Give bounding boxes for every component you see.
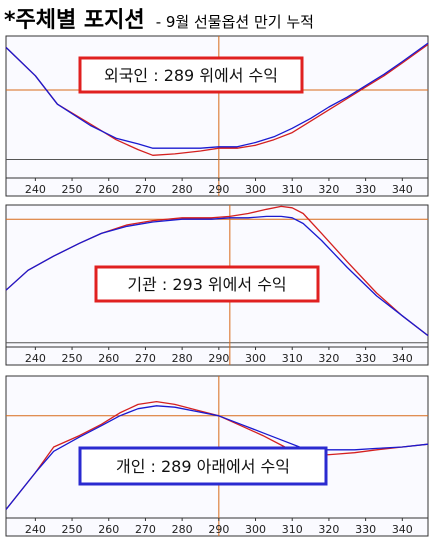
x-tick-label: 340 xyxy=(392,352,413,365)
x-tick-label: 340 xyxy=(392,523,413,536)
x-tick-label: 240 xyxy=(25,183,46,196)
x-tick-label: 270 xyxy=(135,352,156,365)
x-tick-label: 240 xyxy=(25,352,46,365)
x-tick-label: 330 xyxy=(355,523,376,536)
x-tick-label: 270 xyxy=(135,523,156,536)
series-line-2 xyxy=(5,42,429,149)
annotation-box xyxy=(94,265,320,303)
x-tick-label: 330 xyxy=(355,183,376,196)
x-tick-label: 290 xyxy=(208,183,229,196)
x-tick-label: 310 xyxy=(282,352,303,365)
chart-individual: 240 250 260 270 280 290 300 310 320 330 340 개인 : 28… xyxy=(5,375,429,537)
x-tick-label: 280 xyxy=(172,523,193,536)
chart-institution: 240 250 260 270 280 290 300 310 320 330 340 기관 : 29… xyxy=(5,204,429,366)
series-line-2 xyxy=(5,215,429,337)
title-sub: - 9월 선물옵션 만기 누적 xyxy=(155,13,314,31)
x-tick-label: 310 xyxy=(282,183,303,196)
x-tick-label: 250 xyxy=(62,352,83,365)
x-tick-label: 260 xyxy=(98,523,119,536)
annotation-text: 개인 : 289 아래에서 수익 xyxy=(116,457,290,476)
title-main: *주체별 포지션 xyxy=(4,8,145,33)
x-tick-label: 290 xyxy=(208,352,229,365)
x-tick-label: 250 xyxy=(62,523,83,536)
annotation-box xyxy=(78,56,304,94)
x-tick-label: 290 xyxy=(208,523,229,536)
x-tick-label: 300 xyxy=(245,352,266,365)
x-tick-label: 280 xyxy=(172,352,193,365)
x-tick-label: 260 xyxy=(98,352,119,365)
x-tick-label: 310 xyxy=(282,523,303,536)
x-tick-label: 340 xyxy=(392,183,413,196)
x-tick-label: 260 xyxy=(98,183,119,196)
annotation-text: 기관 : 293 위에서 수익 xyxy=(127,275,286,294)
page-title: *주체별 포지션 - 9월 선물옵션 만기 누적 xyxy=(4,2,314,33)
x-tick-label: 300 xyxy=(245,183,266,196)
x-tick-label: 320 xyxy=(318,183,339,196)
x-tick-label: 270 xyxy=(135,183,156,196)
annotation-text: 외국인 : 289 위에서 수익 xyxy=(104,66,278,85)
x-tick-label: 320 xyxy=(318,523,339,536)
x-tick-label: 240 xyxy=(25,523,46,536)
x-tick-label: 330 xyxy=(355,352,376,365)
x-tick-label: 320 xyxy=(318,352,339,365)
x-tick-label: 280 xyxy=(172,183,193,196)
annotation-box xyxy=(78,446,328,486)
series-line-2 xyxy=(5,405,429,510)
x-tick-label: 300 xyxy=(245,523,266,536)
chart-foreign: 240 250 260 270 280 290 300 310 320 330 340 외국인 : 2… xyxy=(5,35,429,197)
x-tick-label: 250 xyxy=(62,183,83,196)
